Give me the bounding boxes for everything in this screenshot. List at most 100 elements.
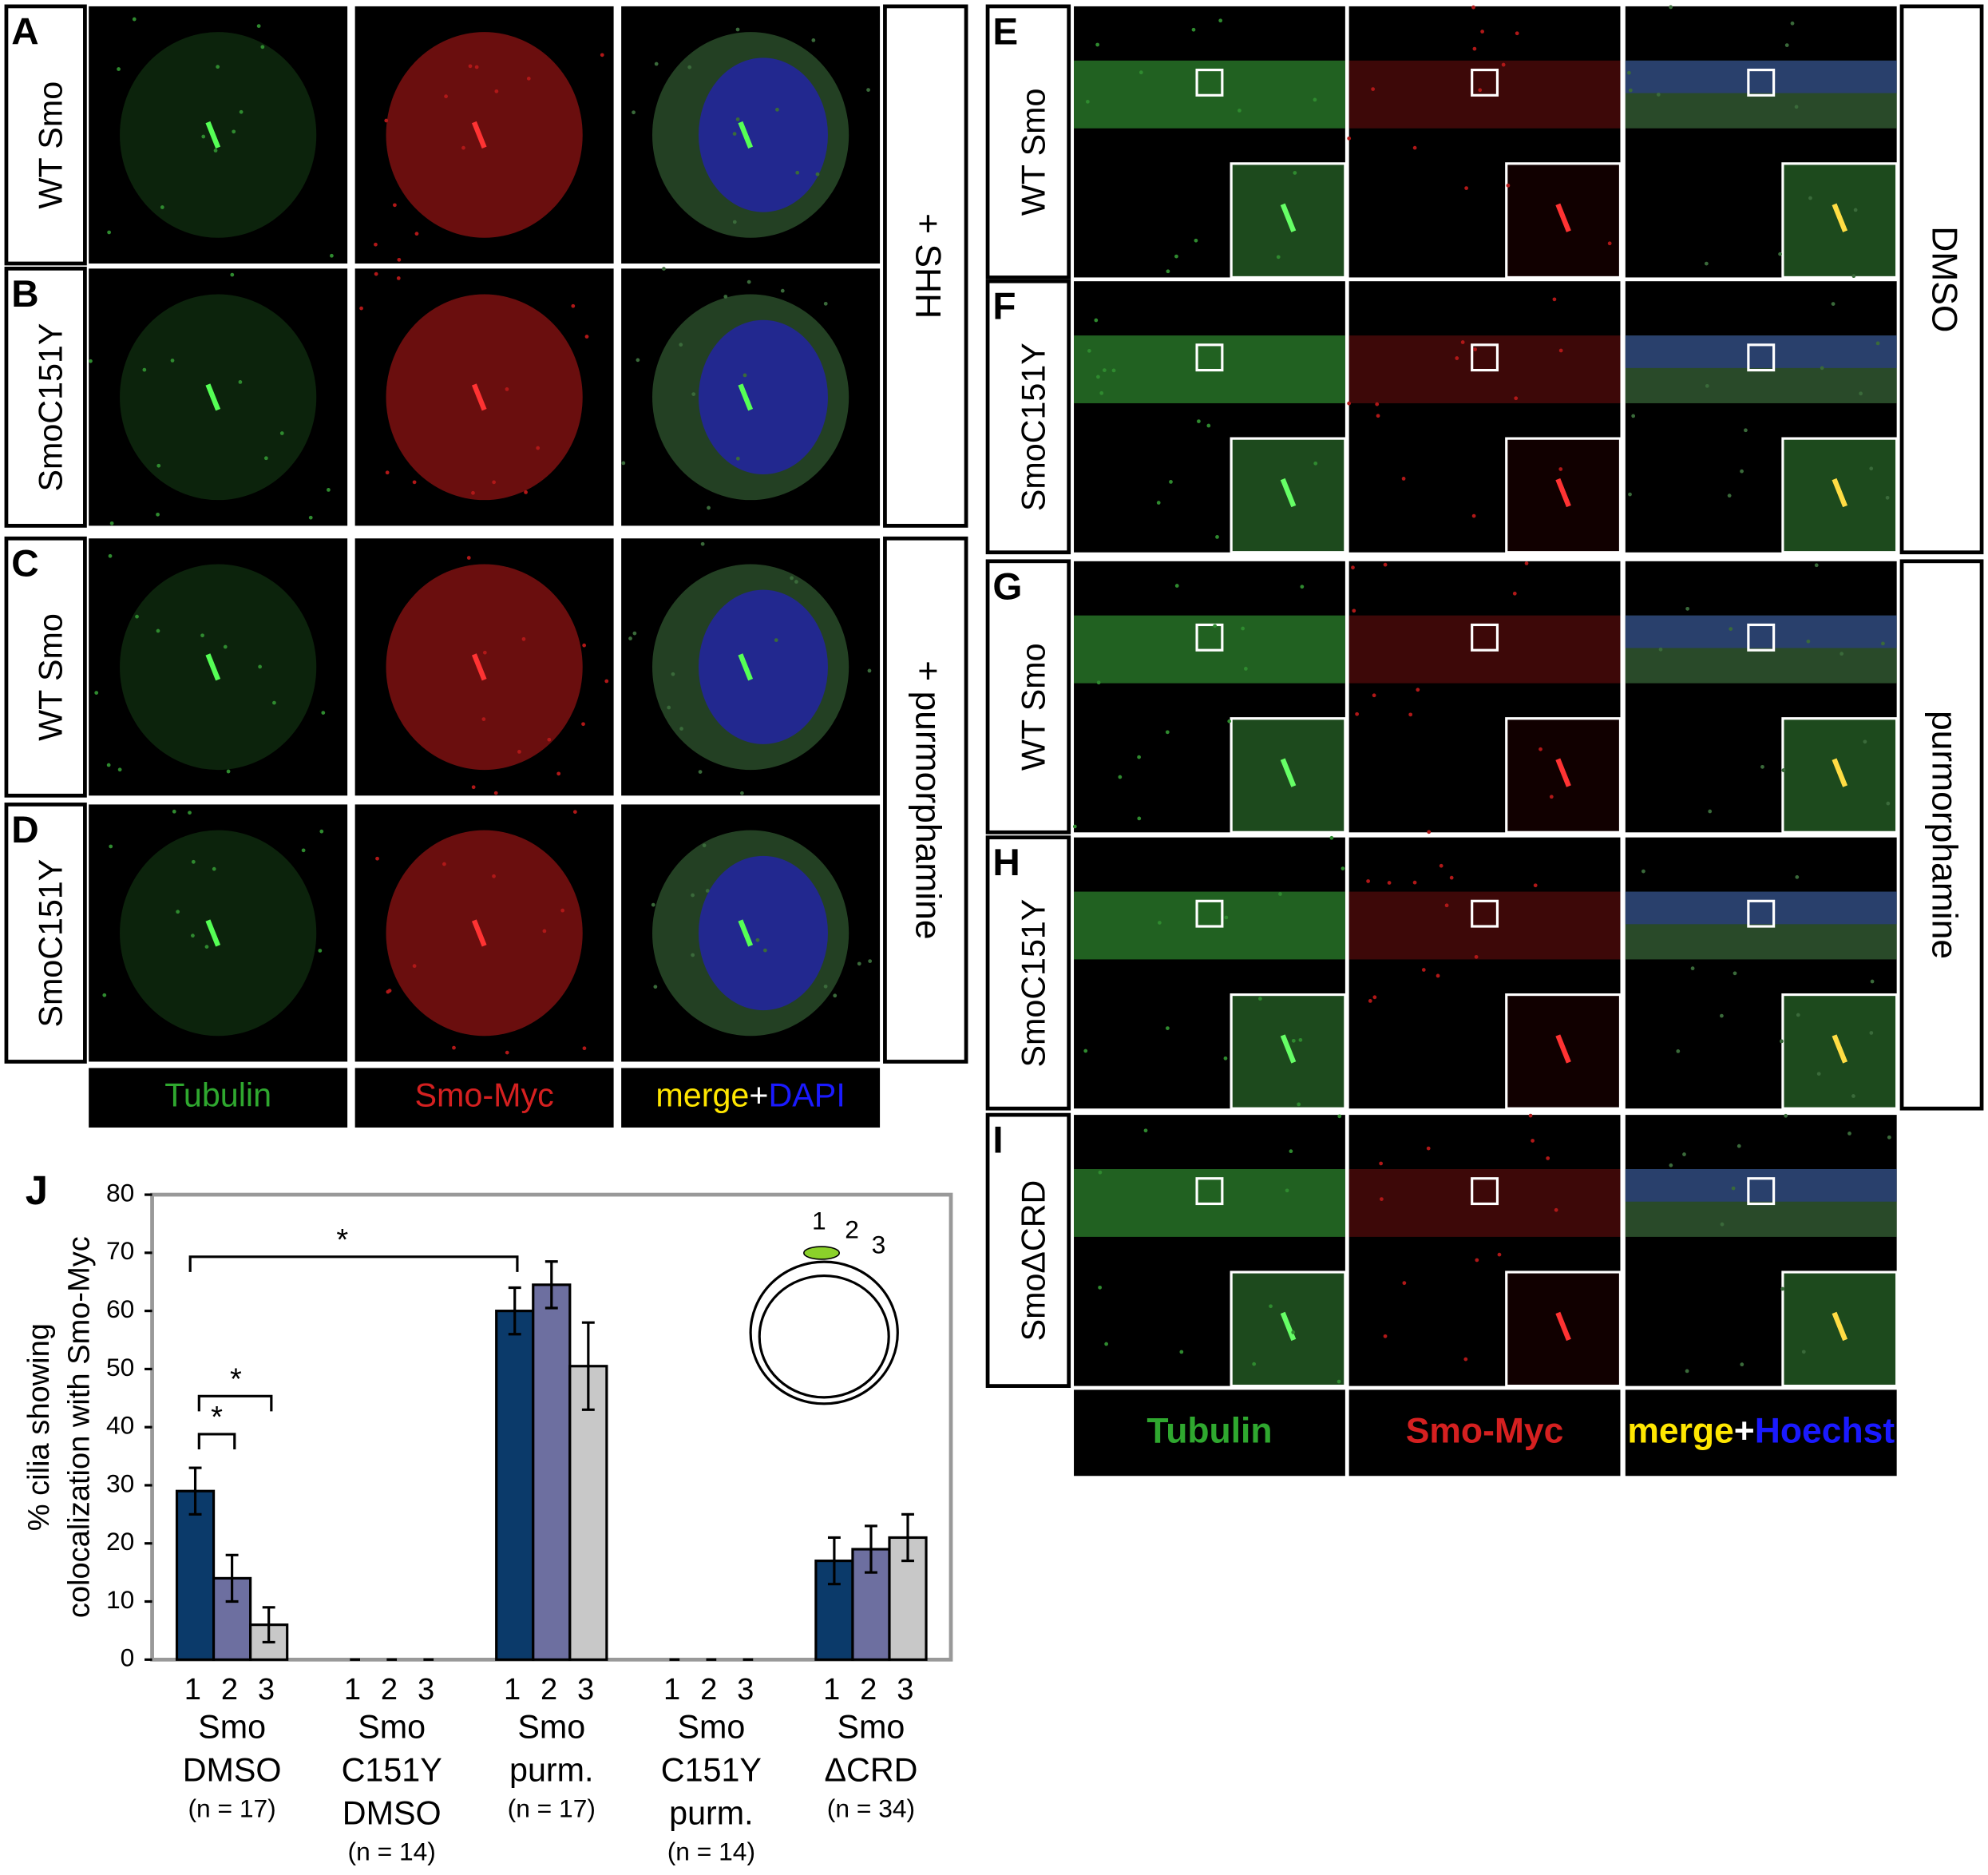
speckle xyxy=(1341,866,1345,870)
speckle xyxy=(1514,396,1519,401)
speckle xyxy=(1368,999,1372,1003)
speckle xyxy=(1238,109,1242,113)
speckle xyxy=(1096,375,1100,379)
x-series-label: 2 xyxy=(700,1673,717,1707)
row-label: WT Smo xyxy=(33,613,69,741)
bar xyxy=(495,1310,535,1661)
speckle xyxy=(213,149,218,153)
speckle xyxy=(1463,1357,1468,1362)
speckle xyxy=(108,553,113,558)
speckle xyxy=(833,993,838,998)
treatment-label: + purmorphamine xyxy=(909,660,948,939)
cilium xyxy=(738,653,754,681)
speckle xyxy=(1795,874,1800,879)
speckle xyxy=(1627,70,1631,75)
cilium xyxy=(471,121,487,149)
speckle xyxy=(735,27,740,32)
speckle xyxy=(330,253,334,258)
speckle xyxy=(109,844,113,849)
treatment-box xyxy=(883,4,968,528)
speckle xyxy=(1539,747,1542,751)
label-part: + xyxy=(1734,1411,1755,1450)
speckle xyxy=(1720,1222,1725,1227)
speckle xyxy=(1351,565,1355,570)
cilium xyxy=(1832,1311,1848,1342)
speckle xyxy=(204,945,209,949)
speckle xyxy=(1780,1039,1784,1044)
label-part: merge xyxy=(1627,1411,1733,1450)
speckle xyxy=(1099,390,1104,395)
speckle xyxy=(1656,93,1661,97)
speckle xyxy=(1720,1013,1724,1018)
speckle xyxy=(319,829,324,834)
nuclei xyxy=(1625,615,1897,648)
speckle xyxy=(705,889,710,893)
speckle xyxy=(1104,1342,1109,1346)
speckle xyxy=(691,953,695,957)
speckle xyxy=(260,45,265,50)
y-axis-label: % cilia showing xyxy=(22,1323,56,1531)
n-label: (n = 17) xyxy=(508,1794,596,1822)
speckle xyxy=(1685,1369,1689,1374)
roi-box xyxy=(1195,623,1224,652)
cilium xyxy=(738,121,754,149)
speckle xyxy=(735,456,740,461)
roi-box xyxy=(1471,623,1499,652)
x-series-label: 3 xyxy=(418,1673,434,1707)
speckle xyxy=(542,929,547,934)
speckle xyxy=(732,132,737,136)
cilium xyxy=(1555,203,1571,232)
speckle xyxy=(628,636,632,640)
x-series-label: 2 xyxy=(541,1673,557,1707)
speckle xyxy=(1426,1146,1431,1151)
speckle xyxy=(707,505,711,510)
speckle xyxy=(1241,626,1245,631)
speckle xyxy=(200,633,204,638)
speckle xyxy=(191,859,196,864)
speckle xyxy=(735,117,740,121)
speckle xyxy=(396,276,401,280)
speckle xyxy=(327,488,331,492)
cilium xyxy=(738,919,754,947)
speckle xyxy=(1436,973,1440,978)
speckle xyxy=(1421,968,1426,972)
cilium xyxy=(471,383,487,411)
row-label: SmoC151Y xyxy=(1015,343,1051,511)
speckle xyxy=(1243,667,1248,671)
speckle xyxy=(604,679,609,684)
speckle xyxy=(1737,1144,1741,1148)
speckle xyxy=(1512,591,1517,596)
speckle xyxy=(1072,824,1077,829)
cilium xyxy=(1280,478,1297,508)
speckle xyxy=(547,737,552,742)
speckle xyxy=(1796,1013,1800,1017)
row-label-box xyxy=(4,4,87,266)
bar xyxy=(175,1489,216,1661)
speckle xyxy=(471,785,476,790)
speckle xyxy=(1166,1026,1170,1030)
column-label: Tubulin xyxy=(1146,1411,1272,1450)
speckle xyxy=(1165,730,1170,735)
y-tick-label: 10 xyxy=(106,1585,134,1614)
speckle xyxy=(1379,1161,1383,1166)
speckle xyxy=(1628,88,1633,93)
bar xyxy=(532,1283,572,1661)
speckle xyxy=(1740,469,1744,474)
micrograph xyxy=(89,6,348,264)
speckle xyxy=(1549,795,1554,799)
cell xyxy=(120,830,317,1037)
cell xyxy=(386,564,583,771)
speckle xyxy=(1098,1170,1103,1175)
speckle xyxy=(492,874,496,878)
speckle xyxy=(117,767,122,772)
column-label-box xyxy=(1348,1389,1621,1477)
speckle xyxy=(170,359,175,363)
speckle xyxy=(1169,480,1173,484)
speckle xyxy=(755,938,760,942)
label-part: Smo-Myc xyxy=(414,1077,553,1114)
speckle xyxy=(1820,366,1824,371)
speckle xyxy=(794,580,798,584)
speckle xyxy=(1808,196,1812,200)
row-label-box xyxy=(985,835,1071,1111)
speckle xyxy=(636,358,640,363)
